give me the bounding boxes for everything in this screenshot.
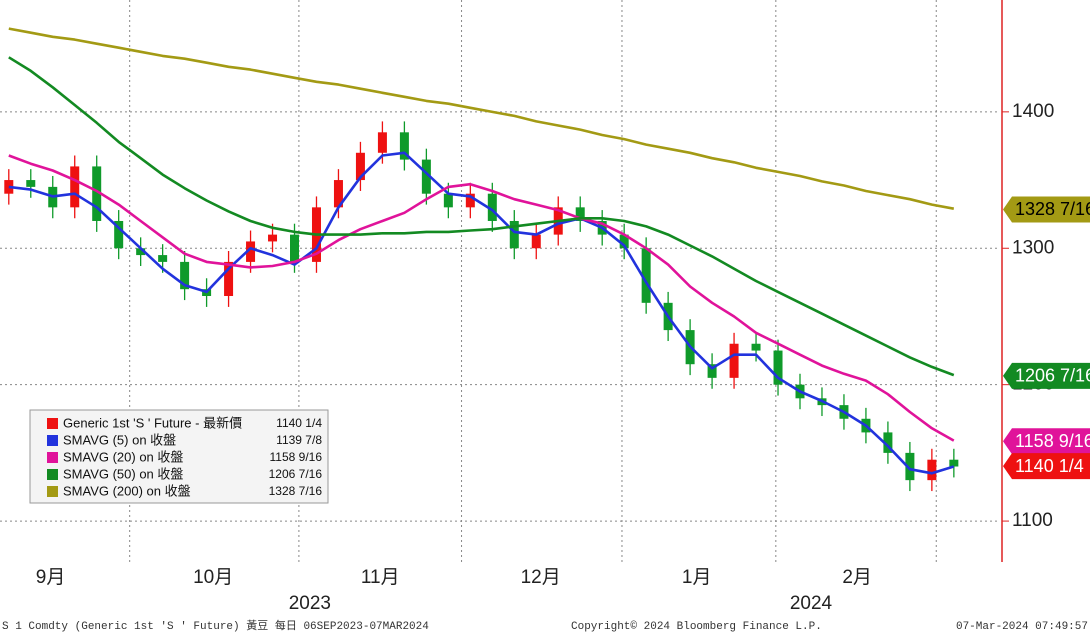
y-tick-label: 1400 bbox=[1012, 101, 1054, 122]
candle-body bbox=[246, 241, 256, 262]
legend-swatch bbox=[47, 418, 58, 429]
price-tag-label: 1140 1/4 bbox=[1015, 456, 1084, 476]
candle-body bbox=[729, 343, 739, 378]
candle-body bbox=[487, 193, 497, 221]
legend-box bbox=[29, 409, 329, 504]
ma-line bbox=[8, 151, 955, 475]
candle-body bbox=[70, 166, 80, 208]
legend-value: 1140 1/4 bbox=[276, 416, 322, 430]
legend-swatch bbox=[47, 486, 58, 497]
candle-body bbox=[707, 364, 717, 378]
candle-body bbox=[399, 132, 409, 160]
x-tick-label: 2月 bbox=[842, 567, 872, 588]
price-tag bbox=[1003, 428, 1090, 455]
legend-swatch bbox=[47, 469, 58, 480]
legend-swatch bbox=[47, 435, 58, 446]
y-tick-label: 1300 bbox=[1012, 237, 1054, 258]
candle-body bbox=[619, 234, 629, 249]
x-tick-label: 12月 bbox=[521, 567, 561, 588]
candle-body bbox=[268, 234, 278, 242]
candle-body bbox=[949, 459, 959, 467]
legend-label: SMAVG (200) on 收盤 bbox=[63, 483, 191, 498]
candle-body bbox=[641, 248, 651, 303]
candle-body bbox=[421, 159, 431, 194]
plot-area bbox=[0, 0, 1000, 562]
footer-center: Copyright© 2024 Bloomberg Finance L.P. bbox=[571, 621, 822, 633]
footer-left: S 1 Comdty (Generic 1st 'S ' Future) 黃豆 … bbox=[2, 618, 429, 633]
candle-body bbox=[531, 234, 541, 249]
x-tick-label: 10月 bbox=[193, 567, 233, 588]
year-label: 2023 bbox=[289, 593, 331, 614]
legend-label: SMAVG (50) on 收盤 bbox=[63, 466, 183, 481]
candle-body bbox=[465, 193, 475, 208]
candle-body bbox=[883, 432, 893, 453]
candle-body bbox=[751, 343, 761, 351]
candle-body bbox=[4, 180, 14, 194]
candle-body bbox=[290, 234, 300, 262]
price-tag bbox=[1003, 362, 1090, 389]
ma-line bbox=[8, 154, 955, 442]
legend-value: 1206 7/16 bbox=[269, 467, 323, 481]
price-tag bbox=[1003, 196, 1090, 223]
candle-body bbox=[905, 452, 915, 481]
footer-right: 07-Mar-2024 07:49:57 bbox=[956, 621, 1088, 633]
price-tag-label: 1328 7/16 bbox=[1015, 199, 1090, 219]
price-tag bbox=[1003, 453, 1090, 480]
year-label: 2024 bbox=[790, 593, 833, 614]
x-tick-label: 1月 bbox=[682, 567, 712, 588]
legend-label: Generic 1st 'S ' Future - 最新價 bbox=[63, 415, 242, 430]
legend-value: 1158 9/16 bbox=[270, 450, 323, 464]
candle-body bbox=[377, 132, 387, 153]
legend-swatch bbox=[47, 452, 58, 463]
candle-body bbox=[575, 207, 585, 221]
legend-value: 1328 7/16 bbox=[269, 484, 323, 498]
candle-body bbox=[773, 350, 783, 385]
x-tick-label: 11月 bbox=[361, 567, 400, 588]
candle-body bbox=[333, 180, 343, 208]
candle-body bbox=[158, 255, 168, 262]
candle-body bbox=[509, 220, 519, 249]
price-tag-label: 1158 9/16 bbox=[1015, 431, 1090, 451]
candle-body bbox=[26, 180, 36, 187]
candle-body bbox=[927, 459, 937, 481]
legend-label: SMAVG (5) on 收盤 bbox=[63, 432, 176, 447]
candle-body bbox=[355, 152, 365, 181]
candle-body bbox=[224, 261, 234, 297]
candle-body bbox=[92, 166, 102, 221]
legend: Generic 1st 'S ' Future - 最新價 1140 1/4 SMA… bbox=[29, 409, 329, 504]
x-tick-label: 9月 bbox=[36, 567, 66, 588]
candle-body bbox=[180, 261, 190, 290]
legend-label: SMAVG (20) on 收盤 bbox=[63, 449, 183, 464]
ma-line bbox=[8, 56, 955, 377]
y-tick-label: 1100 bbox=[1012, 510, 1053, 531]
price-tag-label: 1206 7/16 bbox=[1015, 366, 1090, 386]
ma-line bbox=[8, 27, 955, 210]
candle-body bbox=[114, 220, 124, 249]
candle-body bbox=[443, 193, 453, 208]
legend-value: 1139 7/8 bbox=[276, 433, 322, 447]
candle-body bbox=[136, 248, 146, 256]
